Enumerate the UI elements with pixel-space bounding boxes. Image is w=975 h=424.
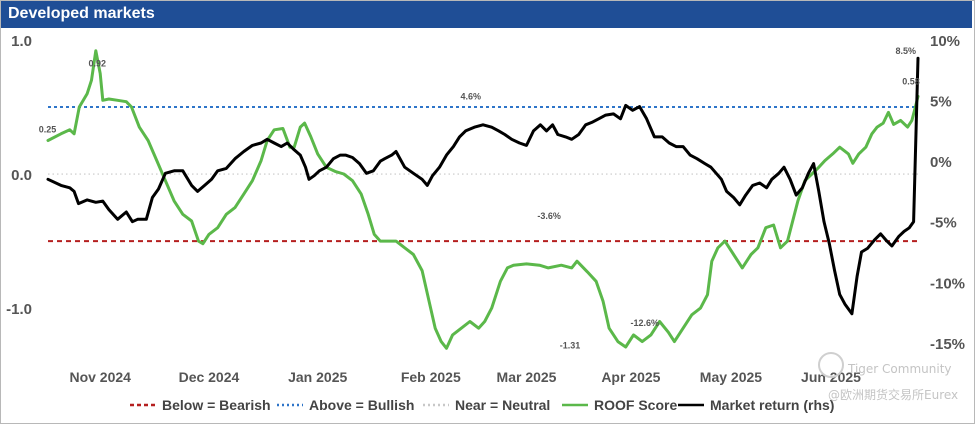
x-tick-label: Jan 2025 (288, 369, 347, 385)
x-tick-label: Apr 2025 (601, 369, 660, 385)
title-bar: Developed markets (1, 1, 972, 28)
right-tick-label: -15% (930, 336, 965, 353)
right-tick-label: -5% (930, 215, 957, 232)
right-axis: 10% 5% 0% -5% -10% -15% (930, 33, 965, 353)
data-label: 0.58 (902, 76, 920, 86)
x-tick-label: Mar 2025 (497, 369, 557, 385)
watermark-line1: Tiger Community (848, 362, 952, 376)
right-tick-label: 5% (930, 94, 952, 111)
x-tick-label: Feb 2025 (401, 369, 461, 385)
right-tick-label: -10% (930, 275, 965, 292)
threshold-lines (48, 106, 918, 243)
data-label: -12.6% (631, 318, 660, 328)
legend-label: Market return (rhs) (710, 397, 834, 413)
x-tick-label: Nov 2024 (69, 369, 131, 385)
left-tick-label: 1.0 (11, 33, 32, 50)
chart-title: Developed markets (8, 5, 155, 22)
tiger-logo-icon (818, 352, 844, 378)
legend-label: ROOF Score (594, 397, 677, 413)
data-label: 8.5% (896, 46, 917, 56)
legend-label: Below = Bearish (162, 397, 271, 413)
legend-label: Near = Neutral (455, 397, 550, 413)
x-tick-label: May 2025 (700, 369, 762, 385)
data-labels: 0.25 0.92 4.6% -3.6% -1.31 -12.6% 8.5% 0.58 (39, 46, 920, 350)
data-label: 0.25 (39, 125, 57, 135)
right-tick-label: 10% (930, 33, 960, 50)
data-label: -1.31 (560, 341, 581, 351)
right-tick-label: 0% (930, 154, 952, 171)
x-tick-label: Dec 2024 (179, 369, 240, 385)
data-label: 0.92 (88, 59, 106, 69)
left-axis: 1.0 0.0 -1.0 (6, 33, 32, 318)
data-label: -3.6% (537, 211, 561, 221)
market-return-line (46, 56, 920, 316)
x-axis: Nov 2024 Dec 2024 Jan 2025 Feb 2025 Mar 2025… (69, 369, 861, 385)
data-label: 4.6% (461, 91, 482, 101)
watermark-line2: @欧洲期货交易所Eurex (828, 388, 959, 402)
left-tick-label: 0.0 (11, 167, 32, 184)
series-lines (46, 49, 920, 350)
left-tick-label: -1.0 (6, 301, 32, 318)
watermark: Tiger Community @欧洲期货交易所Eurex (818, 352, 968, 402)
roof-score-line (46, 49, 920, 350)
legend-label: Above = Bullish (309, 397, 414, 413)
legend: Below = Bearish Above = Bullish Near = Neu… (130, 397, 834, 413)
